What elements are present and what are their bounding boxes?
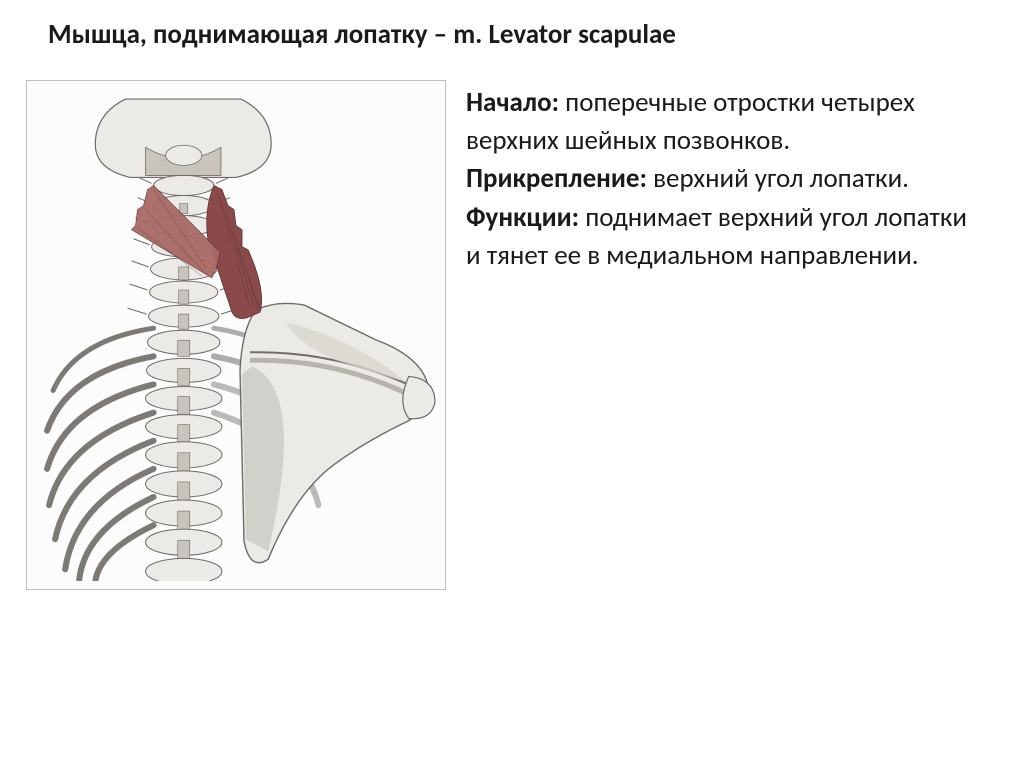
levator-scapulae-svg <box>35 89 437 581</box>
description-text: Начало: поперечные отростки четырех верх… <box>466 80 976 276</box>
functions-entry: Функции: поднимает верхний угол лопатки … <box>466 199 976 276</box>
anatomy-illustration <box>26 80 446 590</box>
insertion-entry: Прикрепление: верхний угол лопатки. <box>466 160 976 198</box>
insertion-text: верхний угол лопатки. <box>647 162 909 195</box>
slide-title: Мышца, поднимающая лопатку – m. Levator … <box>48 18 976 52</box>
origin-label: Начало: <box>466 86 559 119</box>
content-row: Начало: поперечные отростки четырех верх… <box>48 80 976 590</box>
insertion-label: Прикрепление: <box>466 162 647 195</box>
scapula <box>240 303 435 562</box>
origin-entry: Начало: поперечные отростки четырех верх… <box>466 84 976 161</box>
functions-label: Функции: <box>466 201 579 234</box>
